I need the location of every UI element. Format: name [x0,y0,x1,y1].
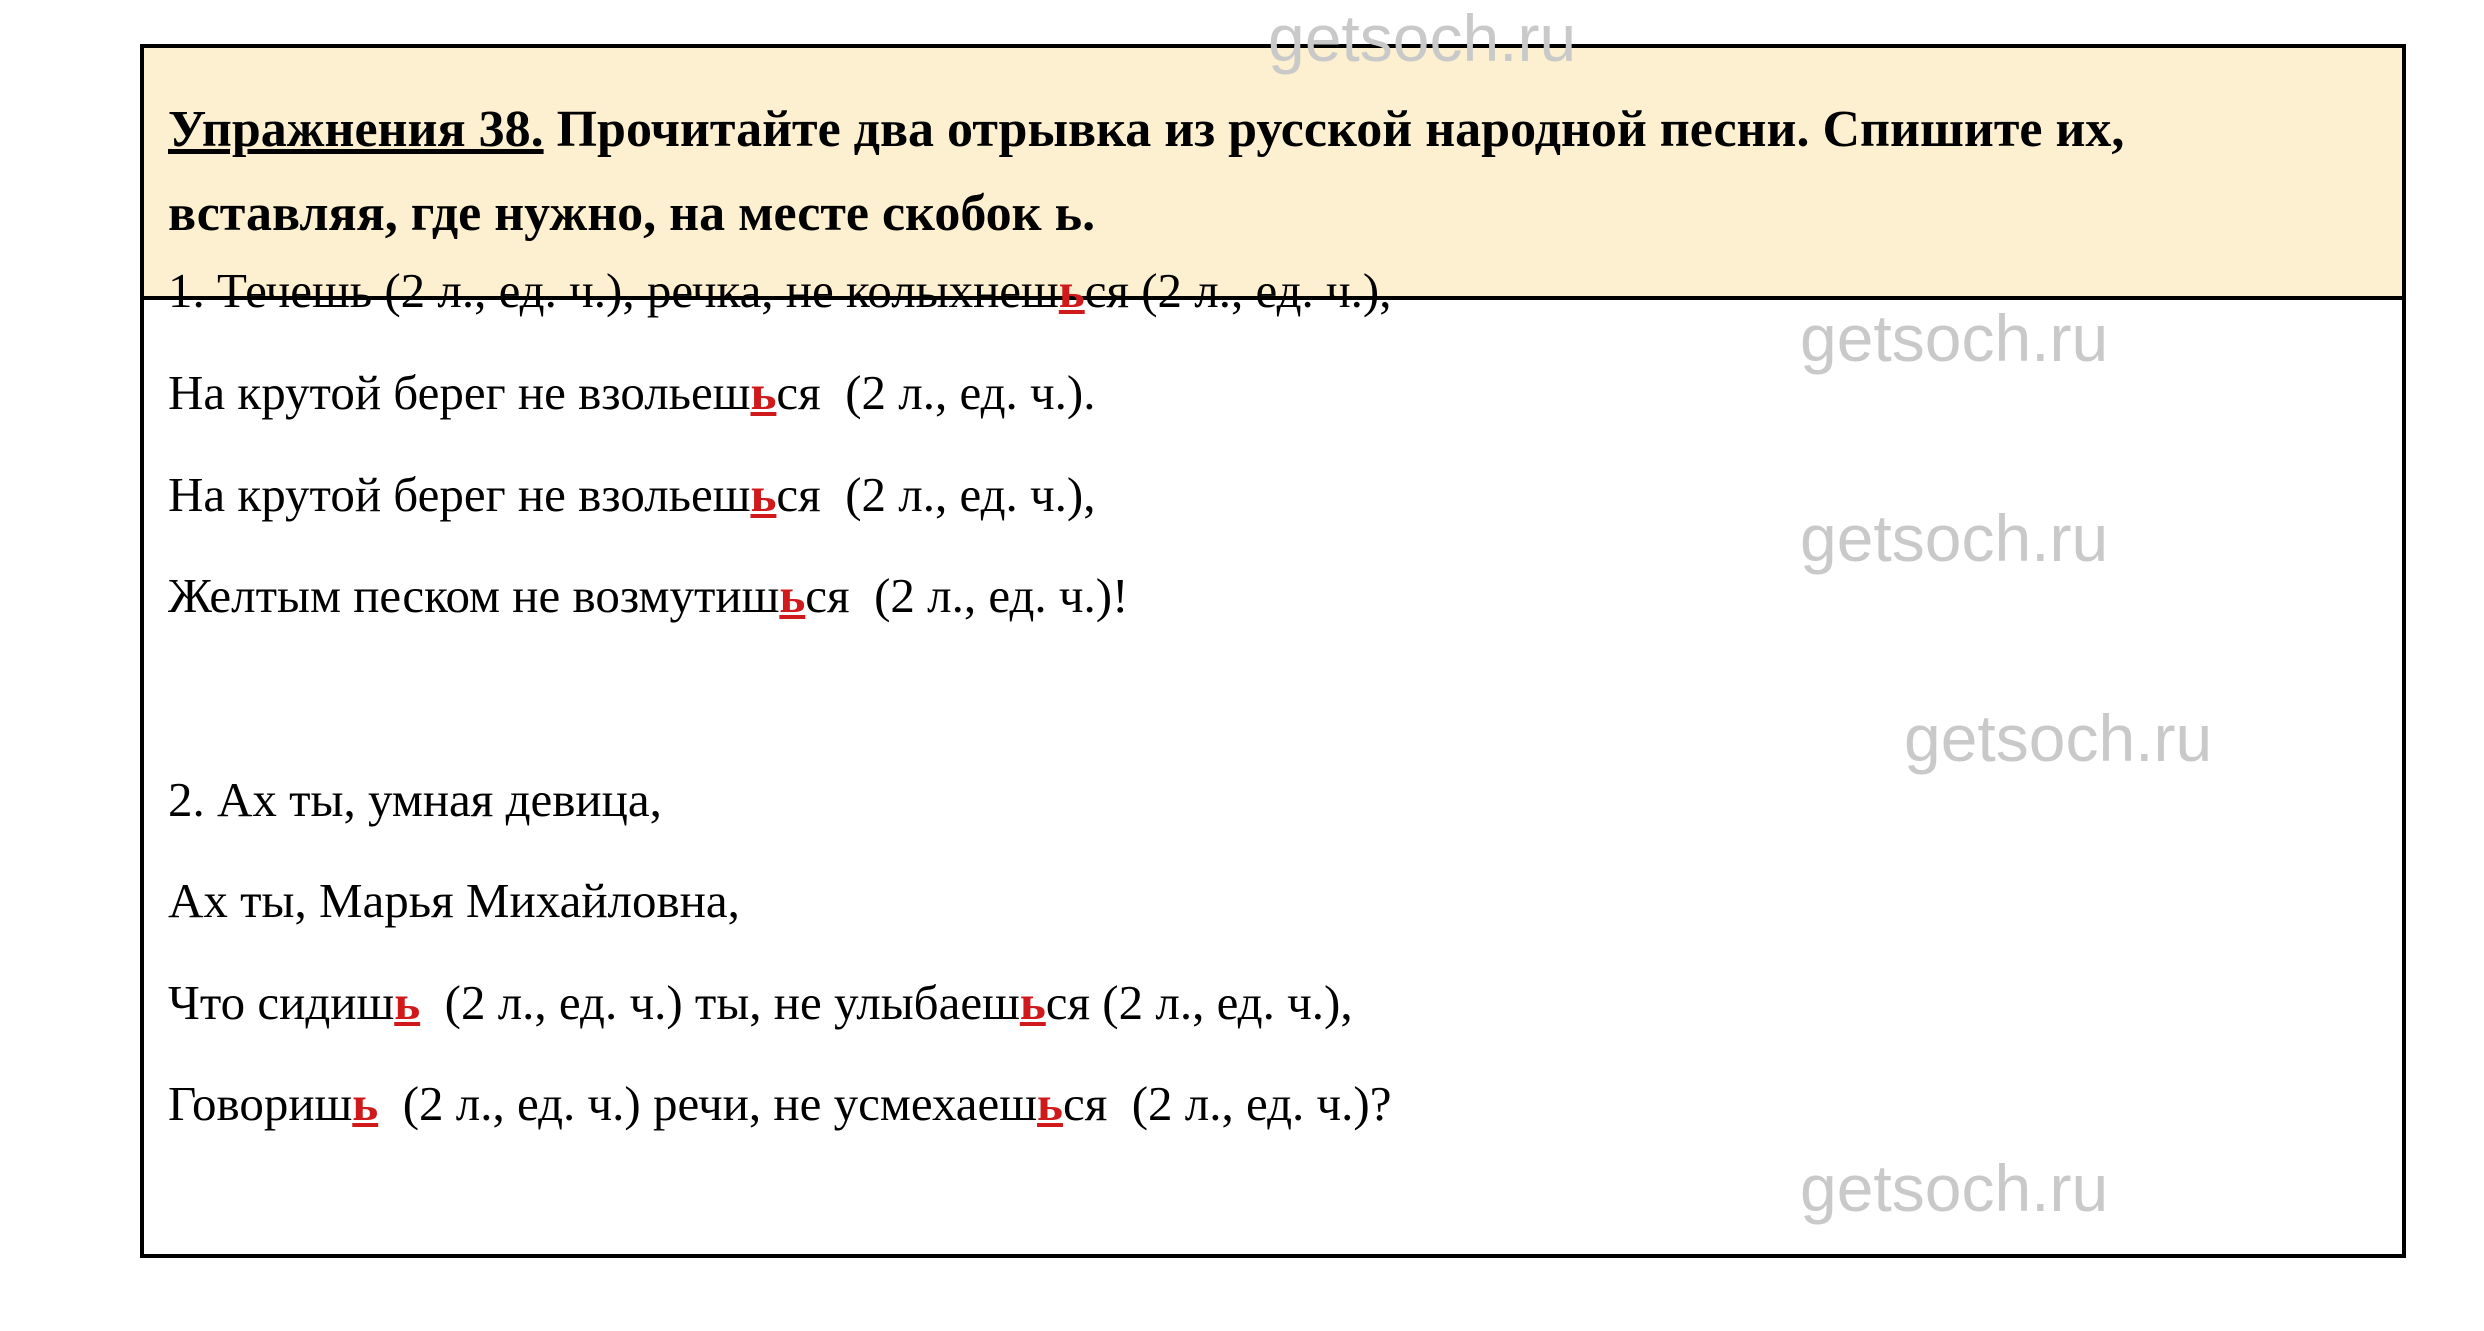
line-text: Желтым песком не возмутиш [168,568,780,623]
inserted-soft-sign: ь [1058,263,1085,318]
poem-line: Желтым песком не возмутишься (2 л., ед. … [168,567,1128,625]
poem-line: Что сидишь (2 л., ед. ч.) ты, не улыбаеш… [168,974,1353,1032]
poem-line: 2. Ах ты, умная девица, [168,771,662,829]
inserted-soft-sign: ь [779,568,806,623]
line-text: 1. Течешь (2 л., ед. ч.), речка, не колы… [168,263,1059,318]
line-text: Говориш [168,1076,353,1131]
poem-line: Ах ты, Марья Михайловна, [168,872,740,930]
inserted-soft-sign: ь [352,1076,379,1131]
task-instruction: Прочитайте два отрывка из русской народн… [543,101,2125,158]
inserted-soft-sign: ь [394,975,421,1030]
inserted-soft-sign: ь [750,365,777,420]
line-text: ся (2 л., ед. ч.)! [805,568,1129,623]
line-text: ся (2 л., ед. ч.), [1084,263,1392,318]
inserted-soft-sign: ь [750,467,777,522]
inserted-soft-sign: ь [1019,975,1046,1030]
task-title-line-2: вставляя, где нужно, на месте скобок ь. [168,185,1096,242]
line-text: На крутой берег не взольеш [168,467,751,522]
task-title-line-1: Упражнения 38. Прочитайте два отрывка из… [168,100,2124,160]
poem-line: На крутой берег не взольешься (2 л., ед.… [168,466,1095,524]
line-text: ся (2 л., ед. ч.)? [1062,1076,1392,1131]
line-text: (2 л., ед. ч.) ты, не улыбаеш [420,975,1020,1030]
exercise-number: Упражнения 38. [168,101,544,158]
line-text: ся (2 л., ед. ч.), [776,467,1096,522]
inserted-soft-sign: ь [1037,1076,1063,1131]
exercise-box: Упражнения 38. Прочитайте два отрывка из… [140,44,2406,1258]
poem-line: 1. Течешь (2 л., ед. ч.), речка, не колы… [168,262,1392,320]
poem-line: Говоришь (2 л., ед. ч.) речи, не усмехае… [168,1075,1392,1133]
line-text: 2. Ах ты, умная девица, [168,772,662,827]
poem-line: На крутой берег не взольешься (2 л., ед.… [168,364,1095,422]
task-header: Упражнения 38. Прочитайте два отрывка из… [144,48,2402,300]
line-text: ся (2 л., ед. ч.), [1045,975,1353,1030]
line-text: На крутой берег не взольеш [168,365,751,420]
line-text: Ах ты, Марья Михайловна, [168,873,740,928]
line-text: ся (2 л., ед. ч.). [776,365,1096,420]
line-text: Что сидиш [168,975,395,1030]
line-text: (2 л., ед. ч.) речи, не усмехаеш [378,1076,1038,1131]
